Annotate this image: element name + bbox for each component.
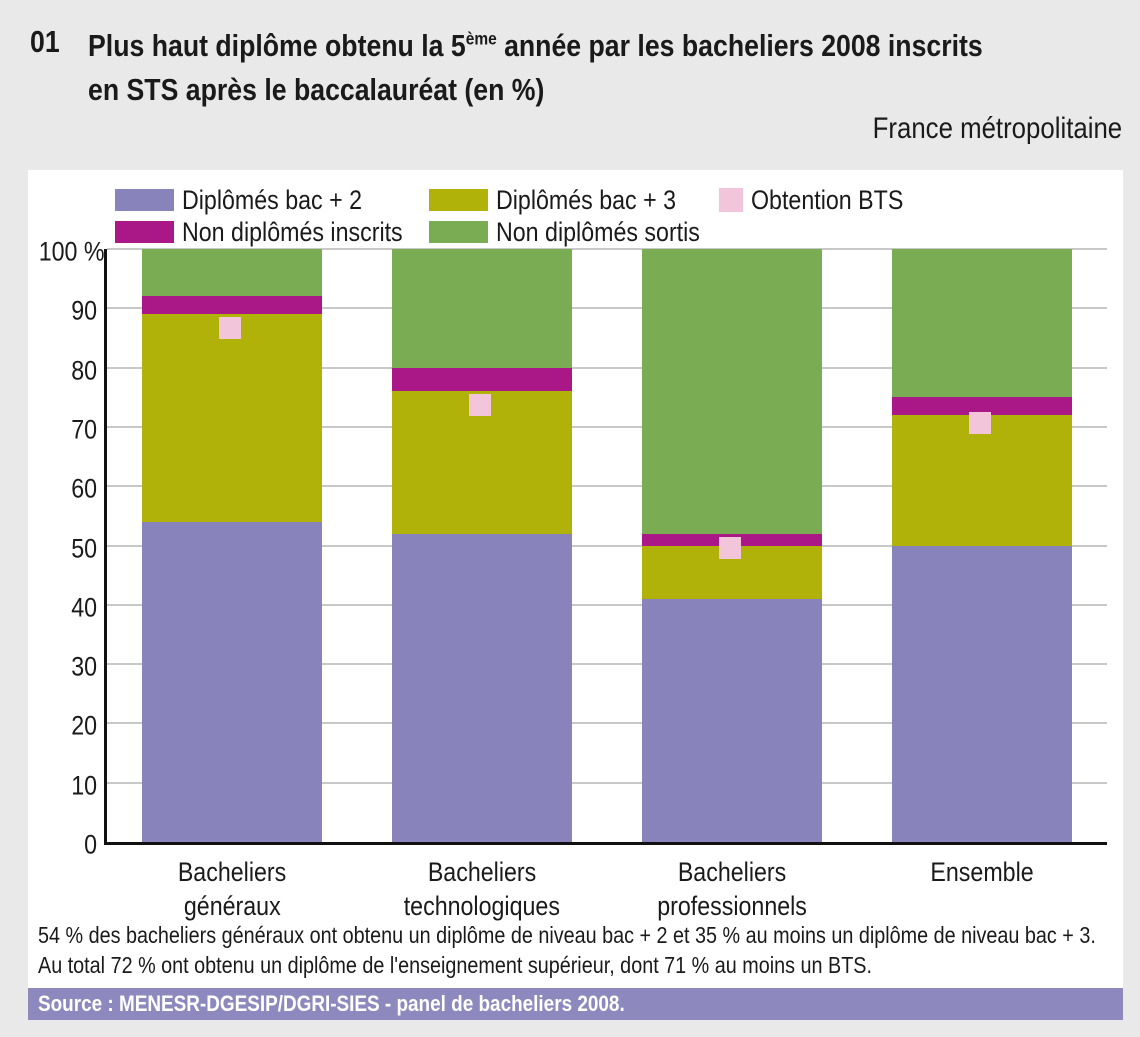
bar-3 <box>642 249 822 842</box>
legend-swatch-icon <box>115 189 174 211</box>
bar-segment <box>892 397 1072 416</box>
bar-segment <box>142 296 322 315</box>
gridline <box>107 307 1107 310</box>
footnote-line-1: 54 % des bacheliers généraux ont obtenu … <box>38 922 1096 948</box>
legend-label: Obtention BTS <box>751 185 904 215</box>
plot-area <box>104 248 1107 845</box>
footnote-line-2: Au total 72 % ont obtenu un diplôme de l… <box>38 952 872 978</box>
legend-swatch-icon <box>719 188 743 212</box>
bar-segment <box>892 249 1072 398</box>
gridline <box>107 722 1107 725</box>
gridline <box>107 366 1107 369</box>
y-tick-label: 40 <box>71 592 97 623</box>
y-tick-label: 90 <box>71 295 97 326</box>
bar-segment <box>392 533 572 842</box>
bar-2 <box>392 249 572 842</box>
bts-marker <box>219 317 241 340</box>
x-category-label: Bacheliers généraux <box>177 857 287 921</box>
bar-segment <box>642 249 822 534</box>
bar-segment <box>392 367 572 392</box>
page-title: Plus haut diplôme obtenu la 5ème année p… <box>88 24 1128 112</box>
bar-segment <box>642 598 822 842</box>
gridline <box>107 544 1107 547</box>
gridline <box>107 663 1107 666</box>
bar-segment <box>392 249 572 368</box>
bar-segment <box>142 249 322 297</box>
y-tick-label: 70 <box>71 414 97 445</box>
y-tick-label: 50 <box>71 533 97 563</box>
figure-number: 01 <box>30 24 60 59</box>
bar-segment <box>892 545 1072 842</box>
footnote: 54 % des bacheliers généraux ont obtenu … <box>38 920 1140 980</box>
y-tick-label: 80 <box>71 355 97 386</box>
source-text: Source : MENESR-DGESIP/DGRI-SIES - panel… <box>38 991 625 1016</box>
chart-panel: Diplômés bac + 2 Diplômés bac + 3 Obtentio… <box>28 170 1123 988</box>
legend-swatch-icon <box>429 189 488 211</box>
bar-segment <box>142 314 322 522</box>
legend-label: Non diplômés sortis <box>496 217 700 247</box>
bar-4 <box>892 249 1072 842</box>
legend-swatch-icon <box>115 221 174 243</box>
legend-label: Non diplômés inscrits <box>182 217 403 247</box>
y-tick-label: 60 <box>71 473 97 504</box>
y-tick-label: 100 % <box>38 236 105 267</box>
x-category-label: Bacheliers professionnels <box>657 857 807 921</box>
legend-swatch-icon <box>429 221 488 243</box>
bts-marker <box>469 394 491 417</box>
bts-marker <box>719 536 741 559</box>
region-note: France métropolitaine <box>872 112 1122 145</box>
gridline <box>107 781 1107 784</box>
y-tick-label: 10 <box>71 770 97 801</box>
y-tick-label: 30 <box>71 651 97 682</box>
x-category-label: Bacheliers technologiques <box>403 857 561 921</box>
title-superscript: ème <box>465 28 497 49</box>
bts-marker <box>969 411 991 434</box>
title-line-2: en STS après le baccalauréat (en %) <box>88 72 545 107</box>
gridline <box>107 248 1107 250</box>
bar-segment <box>892 415 1072 546</box>
x-category-label: Ensemble <box>930 857 1034 887</box>
bar-1 <box>142 249 322 842</box>
y-tick-label: 20 <box>71 710 97 741</box>
bar-segment <box>142 521 322 842</box>
gridline <box>107 485 1107 488</box>
gridline <box>107 425 1107 428</box>
title-line-1: Plus haut diplôme obtenu la 5ème année p… <box>88 28 983 63</box>
source-bar: Source : MENESR-DGESIP/DGRI-SIES - panel… <box>28 988 1123 1020</box>
legend-label: Diplômés bac + 2 <box>182 185 363 215</box>
y-tick-label: 0 <box>84 829 97 860</box>
legend-label: Diplômés bac + 3 <box>496 185 677 215</box>
gridline <box>107 603 1107 606</box>
